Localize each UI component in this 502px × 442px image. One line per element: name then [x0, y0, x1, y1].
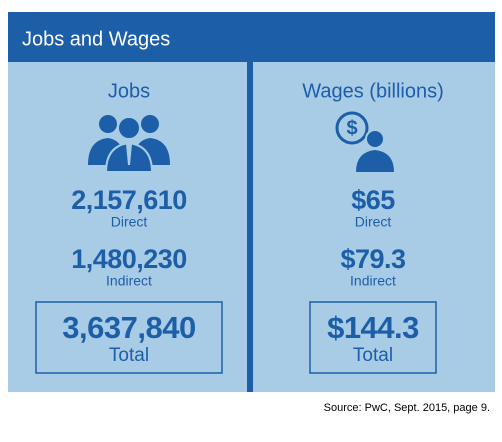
stat-label: Direct — [355, 214, 392, 230]
stat-label: Indirect — [106, 273, 152, 289]
stat-value: 2,157,610 — [71, 185, 187, 215]
panel-heading: Jobs — [108, 80, 150, 102]
people-icon — [88, 115, 170, 173]
divider — [247, 62, 253, 392]
stat-value: $79.3 — [340, 244, 406, 274]
stat-label: Indirect — [350, 273, 396, 289]
stat-label: Direct — [111, 214, 148, 230]
source-note: Source: PwC, Sept. 2015, page 9. — [324, 402, 490, 414]
total-value: $144.3 — [327, 310, 419, 345]
total-label: Total — [109, 345, 149, 366]
total-label: Total — [353, 345, 393, 366]
stat-value: $65 — [351, 185, 395, 215]
panel-heading: Wages (billions) — [302, 80, 444, 102]
header-bar — [8, 12, 495, 62]
header-title: Jobs and Wages — [22, 28, 170, 50]
stat-value: 1,480,230 — [71, 244, 187, 274]
total-value: 3,637,840 — [62, 310, 195, 345]
total-box — [309, 301, 437, 374]
svg-text:$: $ — [346, 117, 357, 139]
wages-icon: $ — [335, 111, 394, 172]
total-box — [35, 301, 223, 374]
